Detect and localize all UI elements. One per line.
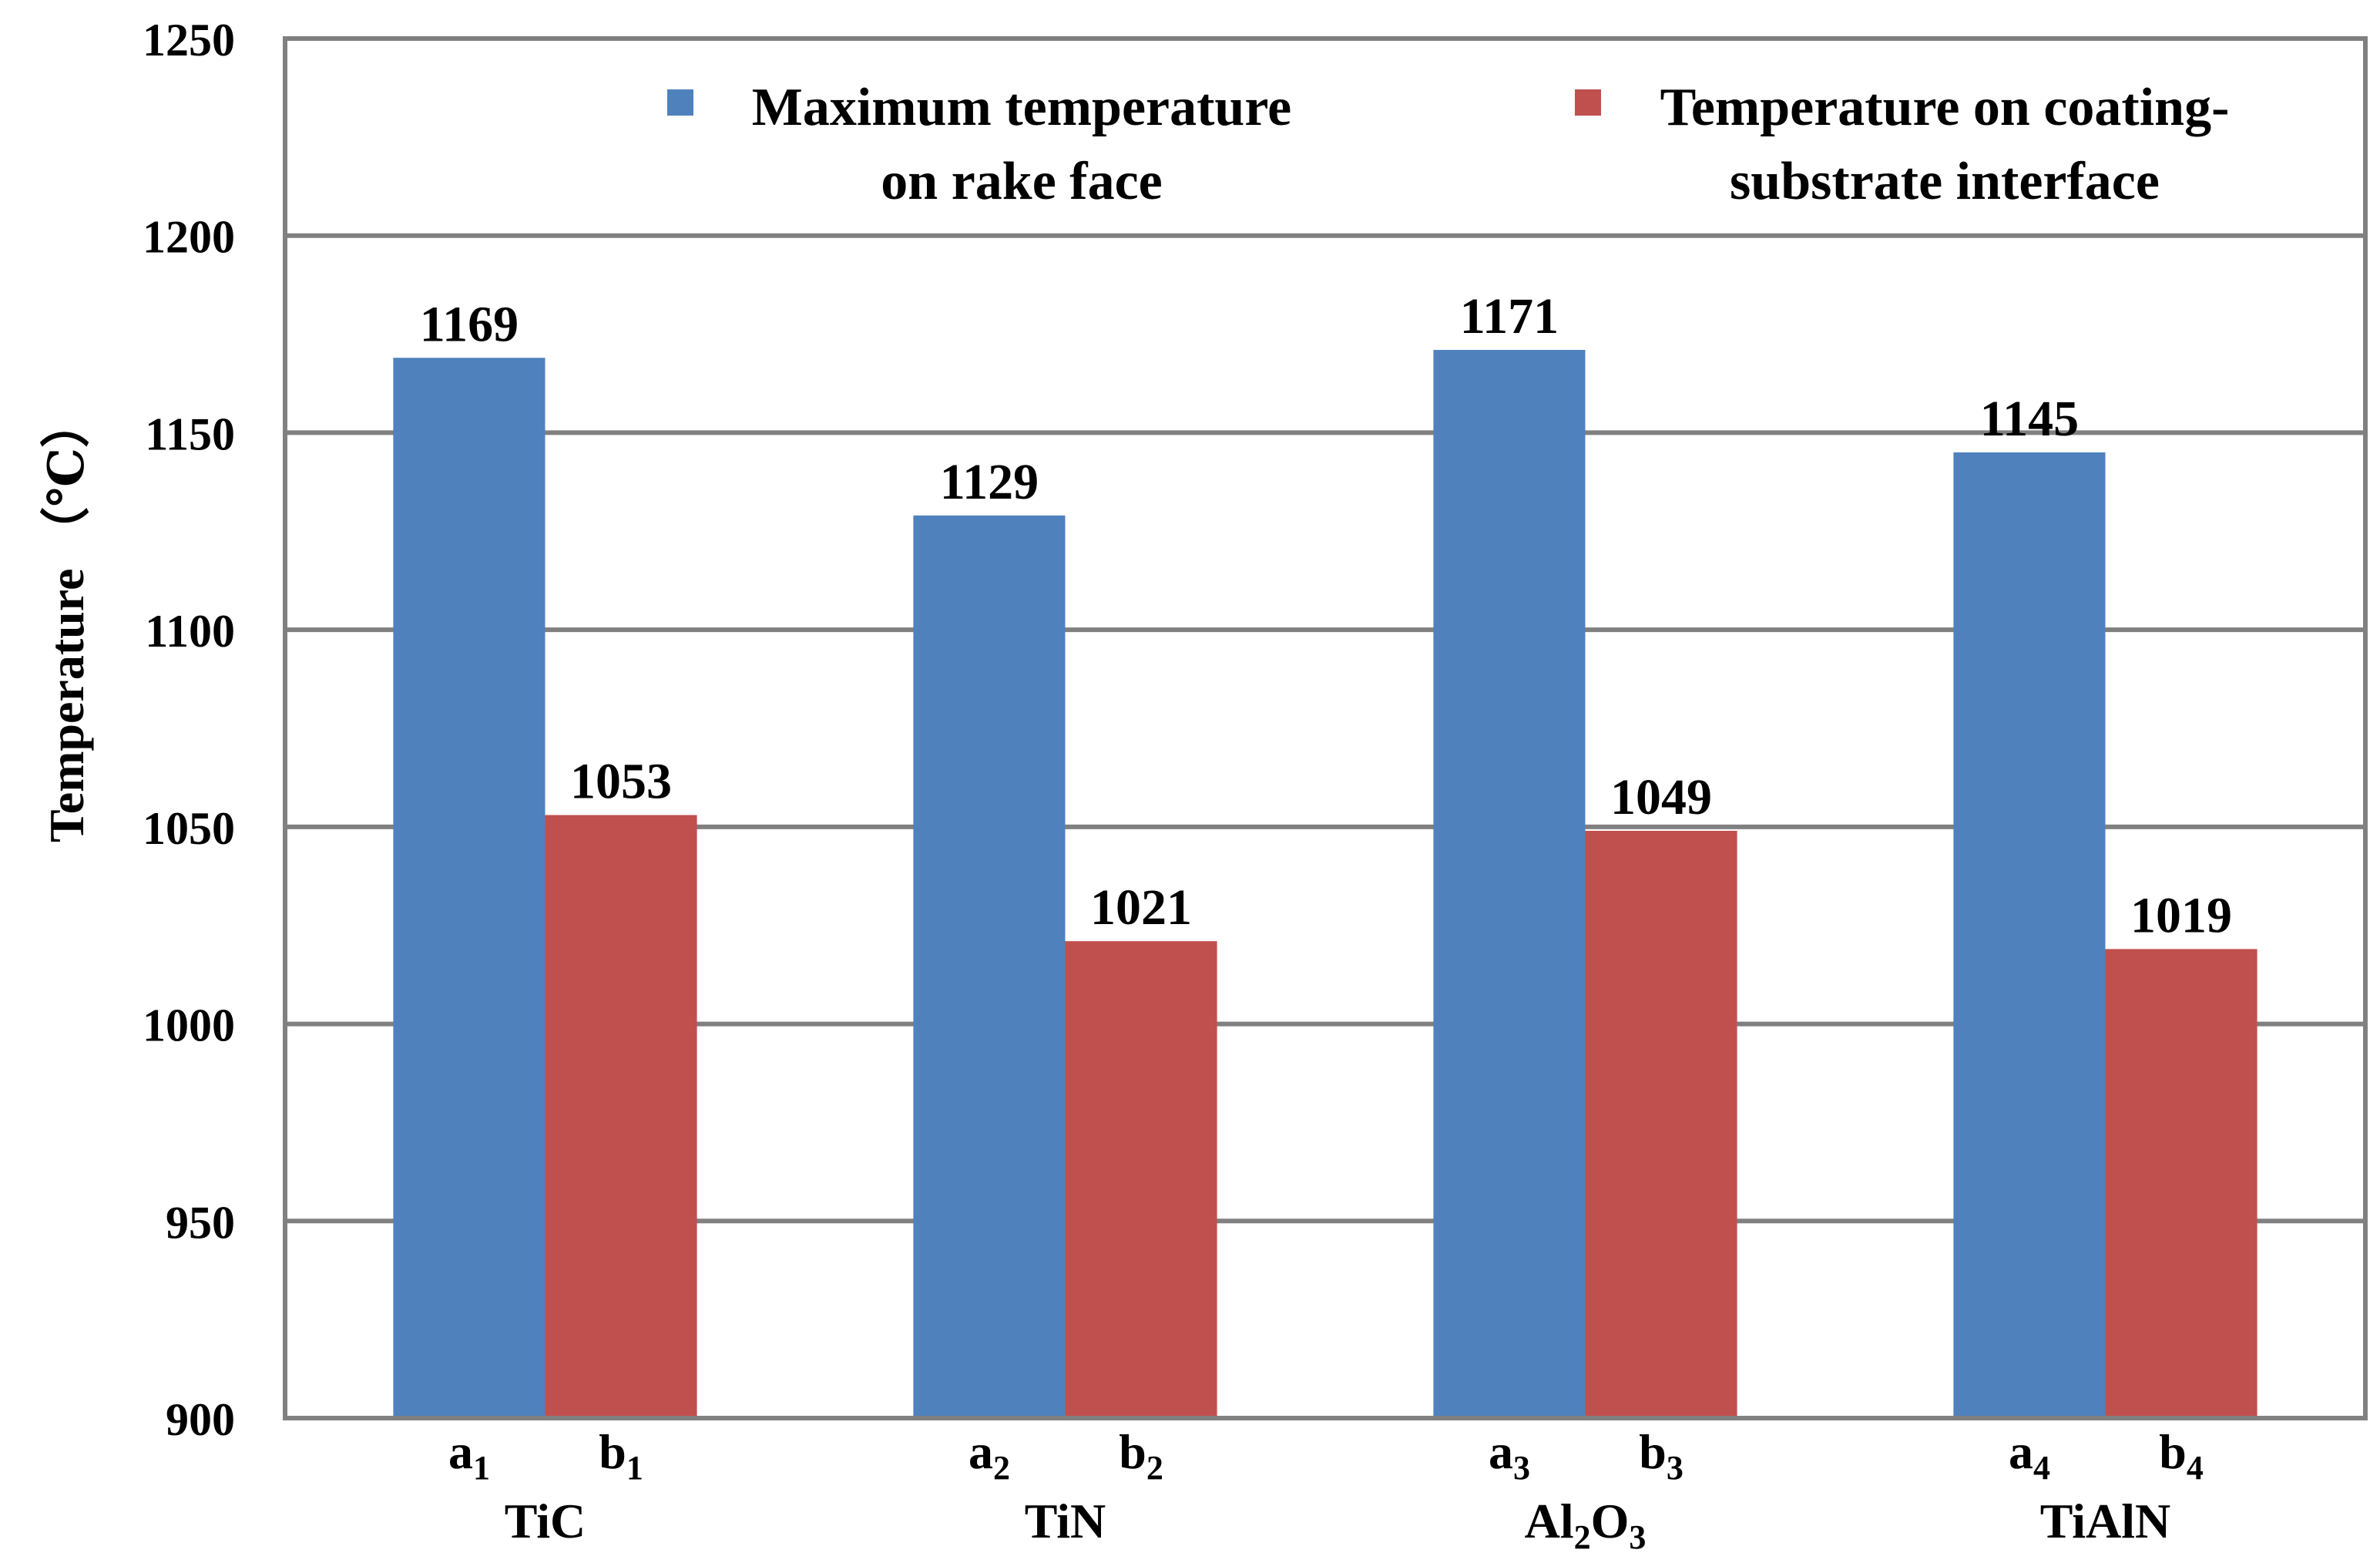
- legend-label: Maximum temperature: [752, 78, 1291, 137]
- bar-sub-label-base: b: [1639, 1424, 1667, 1479]
- bar-sub-label: a3: [1489, 1424, 1530, 1487]
- bar-sub-label-base: a: [968, 1424, 993, 1479]
- bar: [1065, 941, 1217, 1418]
- axes: [283, 36, 2368, 1420]
- plot-frame: [283, 36, 2368, 1420]
- bar-sub-label-base: a: [1489, 1424, 1513, 1479]
- bar-sub-label-base: b: [599, 1424, 626, 1479]
- data-label: 1169: [420, 296, 519, 352]
- bar: [393, 358, 545, 1419]
- category-label-part: TiAlN: [2040, 1494, 2171, 1548]
- y-axis-label: Temperature （℃）: [39, 398, 94, 842]
- bar-sub-label-base: b: [1119, 1424, 1146, 1479]
- bar-sub-label-index: 2: [993, 1449, 1010, 1487]
- data-label: 1019: [2130, 887, 2232, 943]
- y-tick-label: 1000: [143, 1000, 235, 1051]
- category-label-part: TiN: [1025, 1494, 1106, 1548]
- y-tick-label: 1250: [143, 15, 235, 66]
- y-tick-label: 1200: [143, 212, 235, 263]
- category-label-part: TiC: [505, 1494, 586, 1548]
- category-label-part: O: [1591, 1494, 1630, 1548]
- category-label-subscript: 2: [1574, 1518, 1591, 1556]
- bar-sub-label: b3: [1639, 1424, 1683, 1487]
- data-label: 1021: [1090, 879, 1192, 936]
- data-label: 1145: [1980, 391, 2079, 447]
- bar-sub-label-index: 1: [626, 1449, 643, 1487]
- bar-sub-label-index: 4: [2033, 1449, 2050, 1487]
- bar-sub-label: b4: [2159, 1424, 2204, 1487]
- data-label: 1171: [1460, 288, 1559, 345]
- category-label: TiN: [1025, 1494, 1106, 1548]
- bar: [1953, 452, 2106, 1418]
- legend-label: on rake face: [881, 152, 1162, 211]
- category-label-subscript: 3: [1629, 1518, 1646, 1556]
- bar-sub-label-base: b: [2159, 1424, 2187, 1479]
- bar-sub-label-base: a: [2009, 1424, 2033, 1479]
- labels: 9009501000105011001150120012501169a11053…: [39, 15, 2232, 1556]
- bar-sub-label: b1: [599, 1424, 643, 1487]
- y-tick-label: 950: [166, 1197, 235, 1248]
- legend-label: Temperature on coating-: [1660, 78, 2230, 137]
- y-tick-label: 1100: [145, 606, 235, 657]
- bar: [913, 515, 1066, 1418]
- legend-swatch: [667, 89, 693, 116]
- bar-sub-label: a4: [2009, 1424, 2050, 1487]
- bar-sub-label: a2: [968, 1424, 1010, 1487]
- legend-label: substrate interface: [1730, 152, 2160, 211]
- bars: [393, 350, 2257, 1419]
- bar: [1433, 350, 1586, 1418]
- data-label: 1049: [1610, 769, 1712, 825]
- bar-sub-label-base: a: [448, 1424, 473, 1479]
- category-label-part: Al: [1525, 1494, 1574, 1548]
- data-label: 1053: [570, 754, 672, 810]
- bar-sub-label-index: 4: [2187, 1449, 2204, 1487]
- bar-sub-label-index: 3: [1513, 1449, 1530, 1487]
- bar: [545, 815, 697, 1418]
- bar: [1585, 830, 1737, 1418]
- y-tick-label: 1150: [145, 408, 235, 459]
- data-label: 1129: [940, 454, 1039, 510]
- bar-sub-label-index: 2: [1146, 1449, 1163, 1487]
- category-label: Al2O3: [1525, 1494, 1647, 1556]
- bar-sub-label: b2: [1119, 1424, 1163, 1487]
- legend-swatch: [1575, 89, 1601, 116]
- bar-sub-label: a1: [448, 1424, 490, 1487]
- category-label: TiAlN: [2040, 1494, 2171, 1548]
- y-tick-label: 1050: [143, 803, 235, 854]
- category-label: TiC: [505, 1494, 586, 1548]
- legend: Maximum temperature on rake face Temperatu…: [667, 78, 2229, 211]
- bar: [2105, 949, 2257, 1418]
- bar-sub-label-index: 1: [473, 1449, 490, 1487]
- bar-sub-label-index: 3: [1667, 1449, 1683, 1487]
- y-tick-label: 900: [166, 1394, 235, 1445]
